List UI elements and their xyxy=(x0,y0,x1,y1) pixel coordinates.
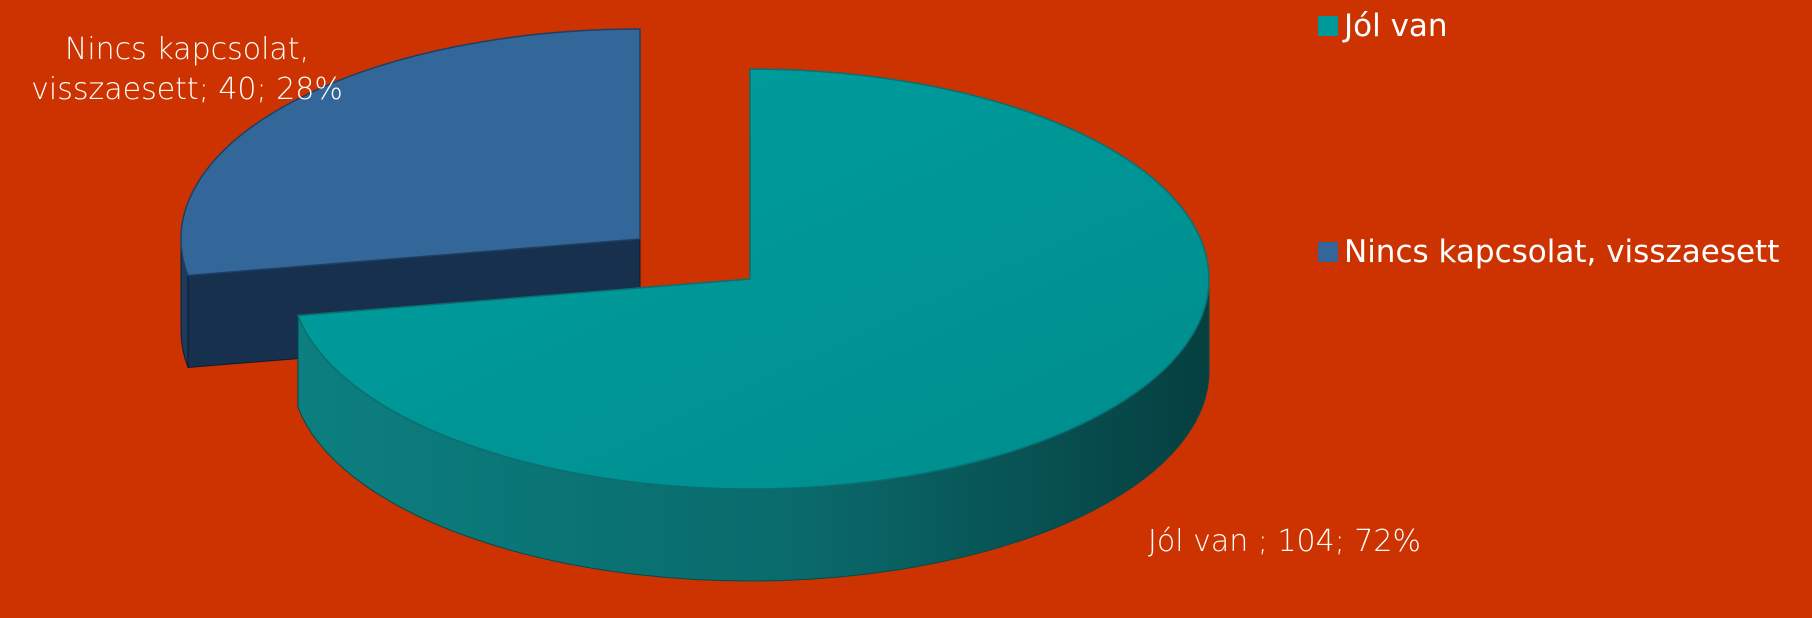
data-label-nincs-kapcsolat: Nincs kapcsolat, visszaesett; 40; 28% xyxy=(6,30,368,110)
legend-item-nincs-kapcsolat: Nincs kapcsolat, visszaesett xyxy=(1318,234,1779,270)
legend-label-nincs-kapcsolat: Nincs kapcsolat, visszaesett xyxy=(1344,234,1780,270)
data-label-jol-van: Jól van ; 104; 72% xyxy=(1148,524,1421,559)
data-label-nincs-line2: visszaesett; 40; 28% xyxy=(31,72,343,107)
legend-swatch-jol-van xyxy=(1318,16,1338,36)
pie-slice-jol-van xyxy=(296,68,1210,490)
legend-swatch-nincs-kapcsolat xyxy=(1318,242,1338,262)
legend-label-jol-van: Jól van xyxy=(1344,8,1448,44)
legend-item-jol-van: Jól van xyxy=(1318,8,1448,44)
data-label-nincs-line1: Nincs kapcsolat, xyxy=(64,32,310,67)
pie-slice-nincs-kapcsolat xyxy=(180,28,641,277)
